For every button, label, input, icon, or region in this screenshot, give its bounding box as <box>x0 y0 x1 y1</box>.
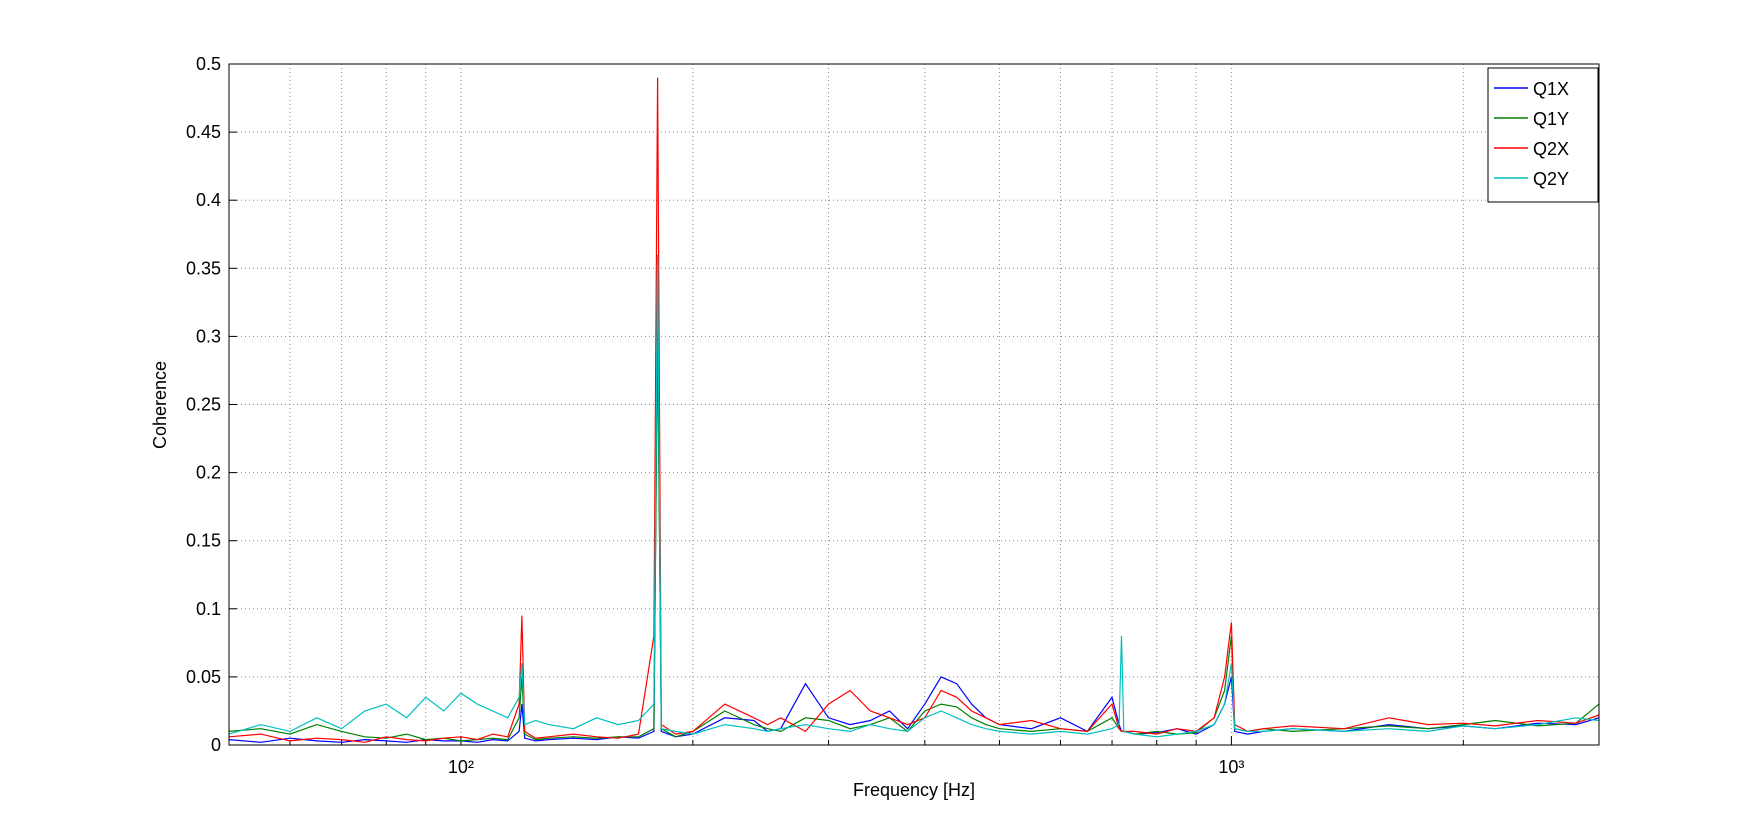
legend-label: Q2Y <box>1533 169 1569 189</box>
y-tick-label: 0.1 <box>196 599 221 619</box>
y-tick-label: 0.2 <box>196 463 221 483</box>
series-line <box>228 254 1600 738</box>
y-tick-label: 0.35 <box>186 258 221 278</box>
y-tick-label: 0.3 <box>196 326 221 346</box>
y-tick-label: 0.5 <box>196 54 221 74</box>
y-tick-label: 0.4 <box>196 190 221 210</box>
y-tick-label: 0.15 <box>186 531 221 551</box>
y-tick-label: 0.05 <box>186 667 221 687</box>
x-tick-label: 10² <box>448 757 474 777</box>
legend-label: Q2X <box>1533 139 1569 159</box>
legend-label: Q1Y <box>1533 109 1569 129</box>
y-tick-label: 0.25 <box>186 395 221 415</box>
y-axis-label: Coherence <box>150 361 170 449</box>
series-line <box>228 77 1600 743</box>
y-tick-label: 0.45 <box>186 122 221 142</box>
y-tick-label: 0 <box>211 735 221 755</box>
legend-label: Q1X <box>1533 79 1569 99</box>
axes-box <box>228 63 1600 746</box>
legend-box <box>1487 67 1599 203</box>
x-tick-label: 10³ <box>1218 757 1244 777</box>
x-axis-label: Frequency [Hz] <box>853 780 975 800</box>
